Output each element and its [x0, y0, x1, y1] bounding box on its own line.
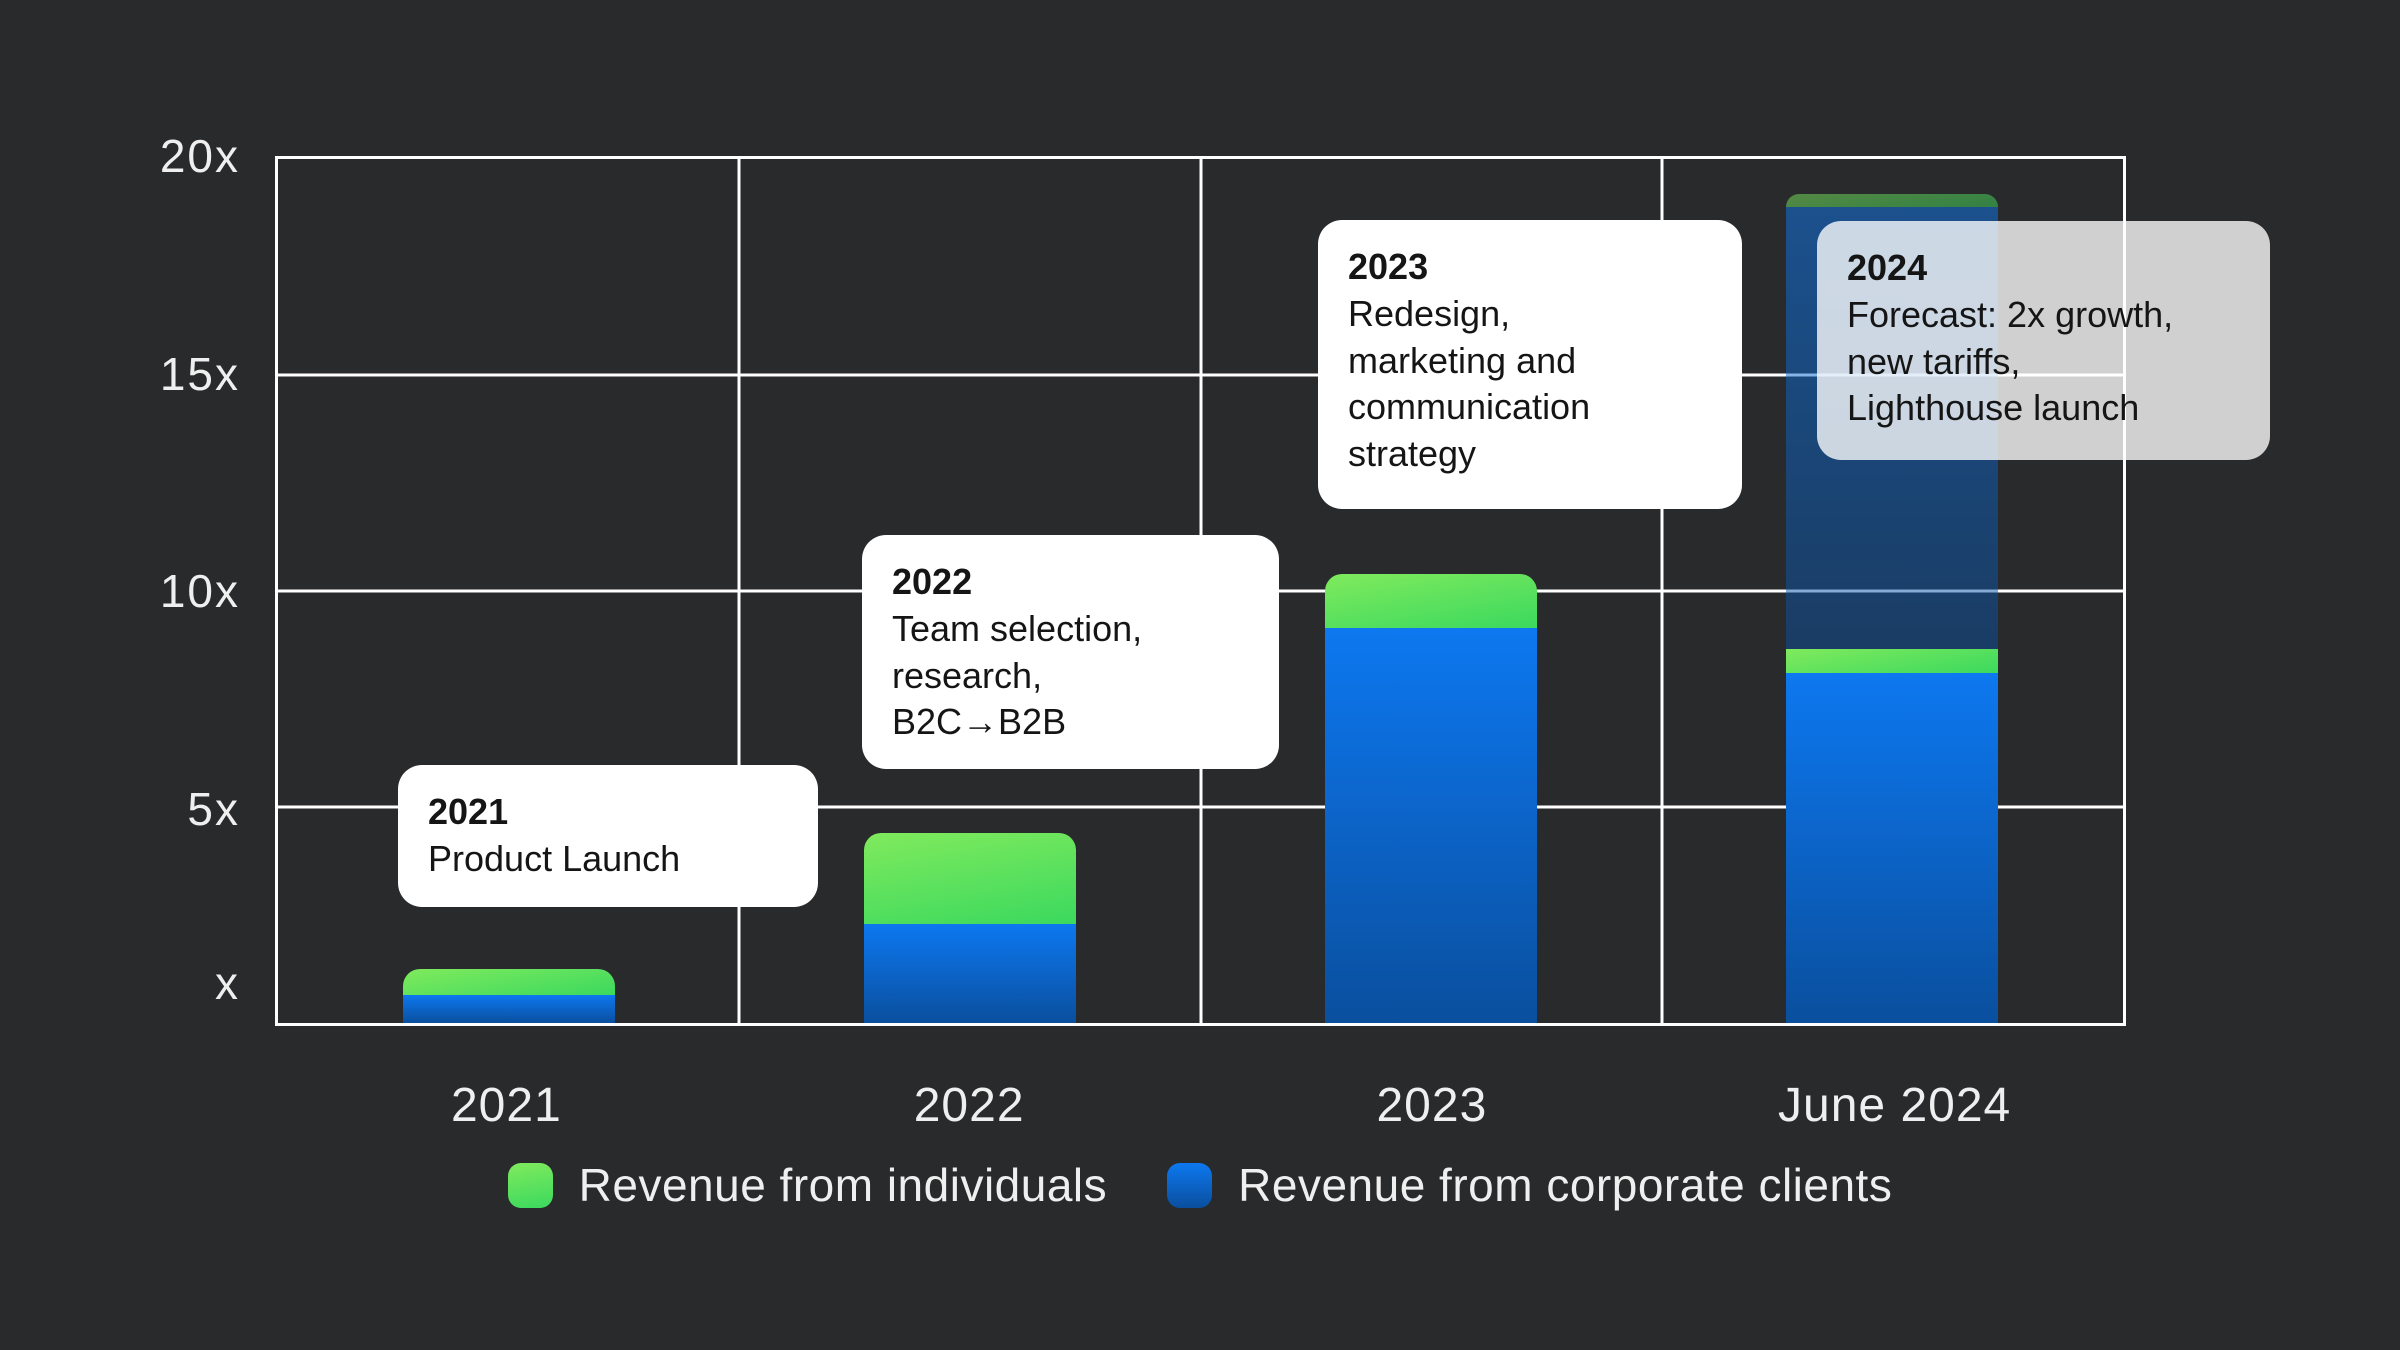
gridline-v-1 [737, 159, 741, 1023]
y-axis-label-10x: 10x [159, 565, 240, 617]
annotation-card-2023: 2023 Redesign, marketing and communicati… [1318, 220, 1742, 509]
annotation-card-2021: 2021 Product Launch [398, 765, 818, 907]
annotation-card-2022: 2022 Team selection, research, B2C→B2B [862, 535, 1279, 769]
gridline-v-3 [1660, 159, 1664, 1023]
bar-column-2021 [278, 159, 739, 1023]
x-axis-label-June-2024: June 2024 [1778, 1079, 2012, 1132]
annotation-text: Team selection, research, B2C→B2B [892, 607, 1143, 743]
bar-segment-June-2024-corporate [1786, 673, 1999, 1023]
annotation-text: Product Launch [428, 837, 681, 879]
bar-2022 [863, 159, 1076, 1023]
x-axis-label-2022: 2022 [913, 1079, 1025, 1132]
bar-2023 [1325, 159, 1538, 1023]
y-axis: 20x 15x 10x 5x x [0, 133, 248, 1026]
bar-column-2023 [1201, 159, 1662, 1023]
legend-swatch-individuals [507, 1162, 553, 1208]
x-axis: 2021 2022 2023 June 2024 [275, 1078, 2126, 1138]
y-axis-label-5x: 5x [187, 782, 240, 835]
bar-segment-2023-individuals [1325, 573, 1538, 628]
bar-segment-June-2024-individuals_forecast [1786, 193, 1999, 207]
bar-segment-2022-individuals [863, 832, 1076, 924]
annotation-card-2024: 2024 Forecast: 2x growth, new tariffs, L… [1817, 221, 2270, 460]
annotation-year: 2023 [1348, 246, 1429, 287]
legend-item-individuals: Revenue from individuals [507, 1158, 1108, 1212]
legend-label-corporate: Revenue from corporate clients [1238, 1159, 1893, 1211]
annotation-text: Redesign, marketing and communication st… [1348, 292, 1591, 475]
bar-segment-2023-corporate [1325, 627, 1538, 1023]
x-axis-label-2023: 2023 [1376, 1079, 1488, 1132]
x-axis-label-2021: 2021 [450, 1079, 562, 1132]
legend: Revenue from individuals Revenue from co… [0, 1158, 2400, 1212]
bar-column-2022 [739, 159, 1200, 1023]
legend-label-individuals: Revenue from individuals [578, 1159, 1108, 1211]
y-axis-label-15x: 15x [159, 347, 240, 400]
bar-segment-2021-corporate [402, 994, 615, 1023]
y-axis-label-x: x [215, 956, 240, 1009]
y-axis-label-20x: 20x [159, 130, 240, 182]
legend-item-corporate: Revenue from corporate clients [1167, 1158, 1892, 1212]
annotation-year: 2021 [428, 791, 509, 832]
bar-segment-June-2024-individuals [1786, 649, 1999, 674]
bar-segment-2021-individuals [402, 969, 615, 995]
legend-swatch-corporate [1167, 1162, 1213, 1208]
bar-segment-2022-corporate [863, 923, 1076, 1023]
annotation-text: Forecast: 2x growth, new tariffs, Lighth… [1847, 293, 2174, 429]
annotation-year: 2022 [892, 561, 973, 602]
bar-2021 [402, 159, 615, 1023]
annotation-year: 2024 [1847, 247, 1928, 288]
